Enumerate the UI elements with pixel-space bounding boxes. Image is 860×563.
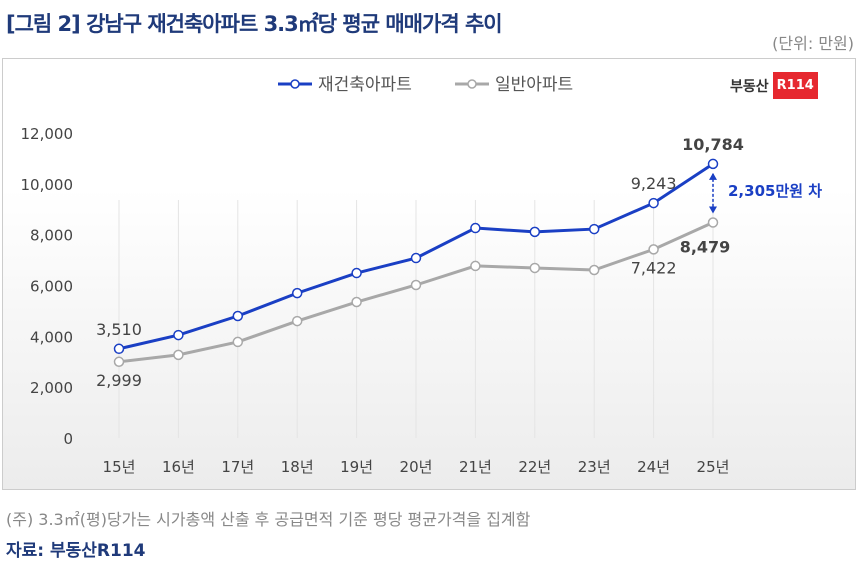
x-tick-label: 15년: [103, 458, 136, 476]
x-tick-label: 16년: [162, 458, 195, 476]
data-point: [648, 197, 659, 209]
data-label: 3,510: [96, 320, 142, 339]
x-tick-label: 18년: [281, 458, 314, 476]
logo-text: 부동산: [730, 78, 769, 95]
unit-label: (단위: 만원): [772, 34, 854, 53]
x-tick-label: 24년: [637, 458, 670, 476]
data-point: [173, 329, 184, 341]
data-point: [648, 244, 659, 255]
data-label: 10,784: [682, 135, 744, 154]
difference-annotation: 2,305만원 차: [728, 182, 822, 200]
legend-marker: [290, 79, 300, 89]
y-tick-label: 10,000: [21, 176, 74, 194]
source: 자료: 부동산R114: [6, 541, 146, 561]
data-label: 9,243: [631, 174, 677, 193]
x-tick-label: 19년: [340, 458, 373, 476]
data-point: [707, 158, 719, 170]
data-label: 2,999: [96, 371, 142, 390]
y-tick-label: 2,000: [30, 379, 73, 397]
y-tick-label: 4,000: [30, 328, 73, 346]
data-label: 7,422: [631, 258, 677, 277]
x-tick-label: 22년: [518, 458, 551, 476]
legend-marker: [467, 79, 477, 89]
x-tick-label: 17년: [221, 458, 254, 476]
data-point: [232, 310, 244, 322]
data-point: [291, 287, 303, 299]
y-tick-label: 8,000: [30, 227, 73, 245]
data-point: [588, 264, 600, 276]
data-point: [291, 315, 303, 327]
arrow-heads: [709, 172, 717, 214]
y-tick-label: 12,000: [21, 125, 74, 143]
data-point: [470, 260, 481, 272]
footnote: (주) 3.3㎡(평)당가는 시가총액 산출 후 공급면적 기준 평당 평균가격…: [6, 510, 531, 529]
y-tick-label: 0: [63, 430, 73, 448]
chart-area: [2, 58, 856, 490]
data-point: [529, 226, 541, 238]
x-tick-label: 23년: [578, 458, 611, 476]
logo-badge: R114: [772, 72, 818, 99]
data-label: 8,479: [680, 237, 731, 256]
data-point: [351, 296, 362, 308]
data-point: [173, 349, 184, 361]
data-point: [470, 222, 481, 234]
y-tick-label: 6,000: [30, 278, 73, 296]
x-tick-label: 25년: [697, 458, 730, 476]
data-point: [410, 279, 422, 291]
chart-title: [그림 2] 강남구 재건축아파트 3.3㎡당 평균 매매가격 추이: [6, 12, 503, 36]
data-point: [113, 356, 125, 368]
data-point: [588, 223, 600, 235]
x-tick-label: 21년: [459, 458, 492, 476]
legend-label: 재건축아파트: [318, 75, 412, 95]
data-point: [113, 343, 125, 355]
legend-label: 일반아파트: [495, 75, 573, 95]
x-tick-label: 20년: [400, 458, 433, 476]
data-point: [707, 217, 719, 228]
data-point: [232, 336, 244, 348]
data-point: [410, 252, 422, 264]
data-point: [351, 267, 362, 279]
logo: 부동산 R114: [730, 72, 818, 99]
data-point: [529, 262, 541, 274]
